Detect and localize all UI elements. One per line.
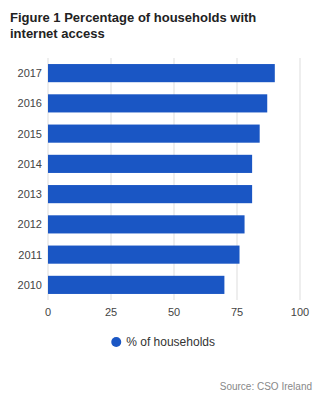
category-label: 2012 (18, 218, 42, 230)
category-label: 2011 (18, 249, 42, 261)
title-line: Figure 1 Percentage of households with (10, 10, 256, 25)
tick-label: 50 (168, 306, 180, 318)
bar (48, 64, 275, 82)
bar (48, 155, 252, 173)
bar (48, 276, 224, 294)
category-label: 2015 (18, 128, 42, 140)
legend-label: % of households (126, 335, 215, 349)
bars (48, 64, 275, 294)
grid-line (300, 58, 301, 300)
tick-label: 25 (105, 306, 117, 318)
title: Figure 1 Percentage of households within… (10, 10, 256, 41)
legend-marker (111, 337, 121, 347)
bar (48, 185, 252, 203)
chart-svg: Figure 1 Percentage of households within… (0, 0, 320, 400)
grid (48, 58, 300, 300)
chart-container: Figure 1 Percentage of households within… (0, 0, 320, 400)
bar (48, 215, 245, 233)
legend: % of households (111, 335, 215, 349)
bar (48, 125, 260, 143)
category-label: 2013 (18, 188, 42, 200)
category-label: 2017 (18, 67, 42, 79)
category-label: 2010 (18, 279, 42, 291)
bar (48, 246, 240, 264)
tick-label: 0 (45, 306, 51, 318)
bar (48, 94, 267, 112)
annotation: Source: CSO Ireland (220, 381, 312, 392)
category-label: 2014 (18, 158, 42, 170)
tick-label: 100 (291, 306, 309, 318)
tick-label: 75 (231, 306, 243, 318)
title-line: internet access (10, 26, 105, 41)
category-label: 2016 (18, 97, 42, 109)
